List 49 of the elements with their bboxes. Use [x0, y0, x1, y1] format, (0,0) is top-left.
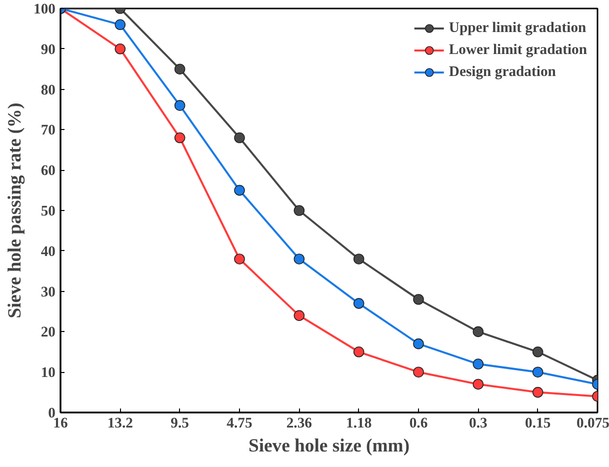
point	[234, 132, 245, 144]
point	[413, 338, 424, 350]
point	[114, 19, 126, 30]
y-tick-label: 80	[40, 82, 56, 98]
x-tick-label: 4.75	[226, 416, 252, 432]
x-tick-label: 0.15	[525, 416, 551, 432]
x-tick-label: 0.075	[576, 416, 609, 432]
point	[532, 366, 544, 378]
point	[532, 346, 544, 358]
point	[472, 378, 484, 390]
x-tick-label: 9.5	[170, 416, 189, 432]
y-tick-label: 10	[40, 365, 56, 382]
y-tick-label: 30	[40, 284, 56, 300]
x-tick-label: 0.6	[409, 416, 428, 432]
y-tick-label: 50	[40, 204, 56, 220]
point	[234, 254, 245, 264]
point	[472, 326, 484, 338]
point	[353, 254, 364, 264]
point	[353, 298, 364, 309]
point	[413, 294, 424, 305]
point	[114, 44, 126, 54]
point	[294, 254, 305, 264]
y-tick-label: 0	[48, 406, 56, 422]
y-tick-label: 40	[40, 244, 56, 260]
point	[234, 184, 245, 196]
point	[294, 310, 305, 321]
legend-label: Upper limit gradation	[448, 20, 586, 36]
y-axis-title: Sieve hole passing rate (%)	[4, 102, 26, 318]
y-tick-label: 70	[40, 122, 56, 139]
point	[353, 346, 364, 358]
point	[472, 358, 484, 370]
x-tick-label: 1.18	[346, 416, 372, 432]
point	[413, 366, 424, 378]
x-tick-label: 13.2	[107, 416, 133, 432]
x-tick-label: 2.36	[286, 416, 312, 432]
y-tick-label: 90	[40, 42, 56, 58]
point	[174, 64, 186, 74]
point	[174, 100, 186, 111]
x-axis-title: Sieve hole size (mm)	[248, 436, 410, 456]
y-tick-label: 60	[40, 163, 56, 180]
y-tick-label: 20	[40, 324, 56, 341]
legend-label: Lower limit gradation	[448, 42, 587, 58]
point	[532, 386, 544, 398]
legend-label: Design gradation	[448, 64, 556, 80]
point	[174, 132, 186, 144]
x-tick-label: 0.3	[469, 416, 488, 432]
x-tick-label: 16	[53, 416, 68, 432]
y-tick-label: 100	[34, 2, 56, 18]
point	[294, 205, 305, 216]
